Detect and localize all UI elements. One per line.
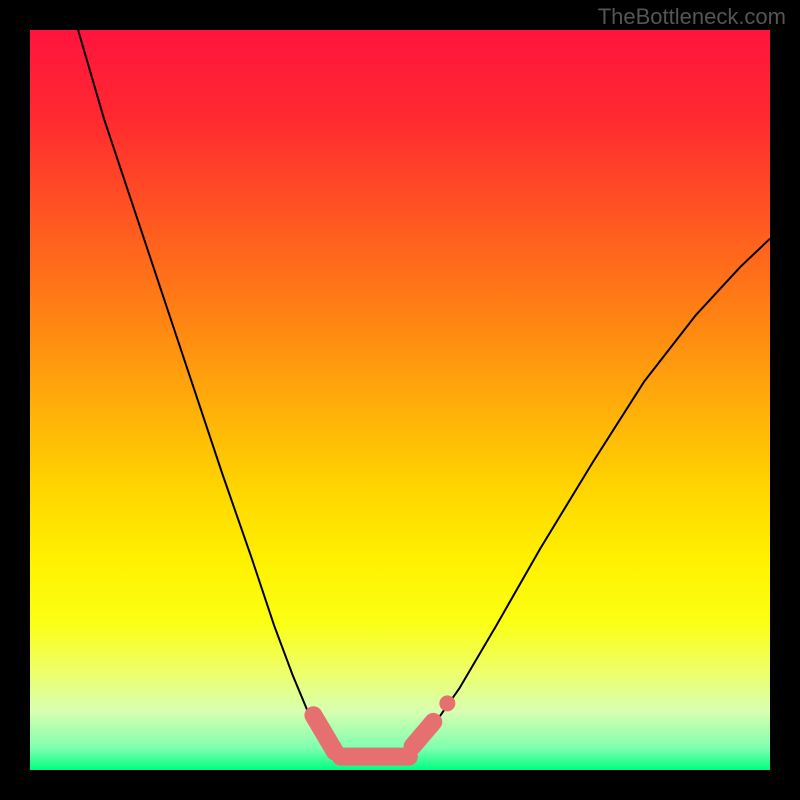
chart-svg: [30, 30, 770, 770]
watermark-text: TheBottleneck.com: [598, 4, 786, 30]
chart-plot-area: [30, 30, 770, 770]
highlight-dot: [439, 695, 455, 711]
chart-background: [30, 30, 770, 770]
